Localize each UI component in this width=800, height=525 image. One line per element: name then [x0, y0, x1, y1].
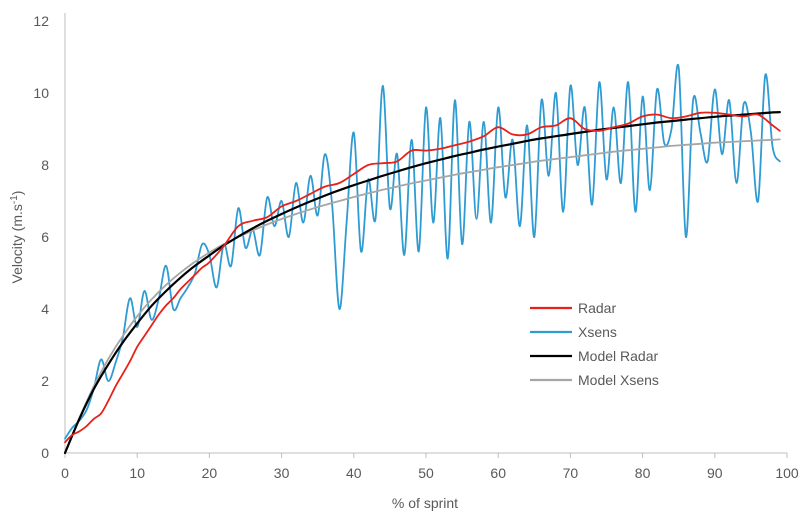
x-tick-label: 80 [635, 465, 651, 481]
y-tick-label: 12 [33, 13, 49, 29]
series-line-model-xsens [64, 138, 781, 454]
x-axis-ticks: 0 10 20 30 40 50 60 70 80 90 100 [61, 453, 799, 481]
legend-label-model-xsens: Model Xsens [578, 372, 659, 388]
y-tick-label: 0 [41, 445, 49, 461]
x-tick-label: 10 [129, 465, 145, 481]
x-tick-label: 30 [274, 465, 290, 481]
legend-label-model-radar: Model Radar [578, 348, 658, 364]
x-axis-title: % of sprint [392, 495, 458, 511]
y-axis-title-superscript: -1 [9, 195, 20, 204]
series-line-radar [64, 111, 781, 444]
x-tick-label: 50 [418, 465, 434, 481]
legend-label-xsens: Xsens [578, 324, 617, 340]
legend: Radar Xsens Model Radar Model Xsens [530, 300, 659, 388]
x-tick-label: 90 [707, 465, 723, 481]
y-tick-label: 4 [41, 301, 49, 317]
x-tick-label: 20 [202, 465, 218, 481]
y-axis-title-close: ) [9, 191, 25, 196]
x-tick-label: 40 [346, 465, 362, 481]
y-axis-title-main: Velocity (m.s [9, 204, 25, 283]
y-tick-label: 6 [41, 229, 49, 245]
y-tick-label: 8 [41, 157, 49, 173]
series-line-model-radar [63, 111, 781, 455]
x-tick-label: 70 [563, 465, 579, 481]
x-tick-label: 60 [490, 465, 506, 481]
y-tick-label: 2 [41, 373, 49, 389]
y-tick-label: 10 [33, 85, 49, 101]
legend-label-radar: Radar [578, 300, 616, 316]
series-line-xsens [64, 63, 781, 440]
x-tick-label: 100 [775, 465, 799, 481]
x-tick-label: 0 [61, 465, 69, 481]
y-axis-ticks: 0 2 4 6 8 10 12 [33, 13, 49, 461]
series-layer [63, 63, 781, 455]
y-axis-title: Velocity (m.s-1) [9, 191, 25, 284]
